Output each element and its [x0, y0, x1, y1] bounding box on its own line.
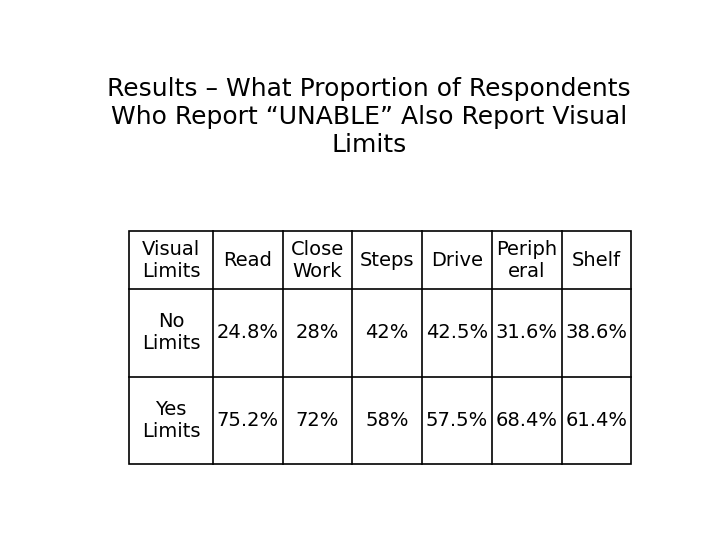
- Text: 42%: 42%: [366, 323, 409, 342]
- Text: Visual
Limits: Visual Limits: [142, 240, 200, 281]
- Text: 61.4%: 61.4%: [565, 411, 627, 430]
- Text: 28%: 28%: [296, 323, 339, 342]
- Text: 72%: 72%: [296, 411, 339, 430]
- Text: 24.8%: 24.8%: [217, 323, 279, 342]
- Text: 31.6%: 31.6%: [495, 323, 557, 342]
- Text: 38.6%: 38.6%: [565, 323, 627, 342]
- Text: Steps: Steps: [360, 251, 415, 269]
- Text: No
Limits: No Limits: [142, 313, 200, 354]
- Text: Yes
Limits: Yes Limits: [142, 400, 200, 441]
- Text: Read: Read: [223, 251, 272, 269]
- Text: 58%: 58%: [365, 411, 409, 430]
- Text: 68.4%: 68.4%: [495, 411, 557, 430]
- Text: 57.5%: 57.5%: [426, 411, 488, 430]
- Text: Shelf: Shelf: [572, 251, 621, 269]
- Text: Results – What Proportion of Respondents
Who Report “UNABLE” Also Report Visual
: Results – What Proportion of Respondents…: [107, 77, 631, 157]
- Text: 75.2%: 75.2%: [217, 411, 279, 430]
- Text: Periph
eral: Periph eral: [496, 240, 557, 281]
- Text: 42.5%: 42.5%: [426, 323, 488, 342]
- Text: Drive: Drive: [431, 251, 483, 269]
- Text: Close
Work: Close Work: [291, 240, 344, 281]
